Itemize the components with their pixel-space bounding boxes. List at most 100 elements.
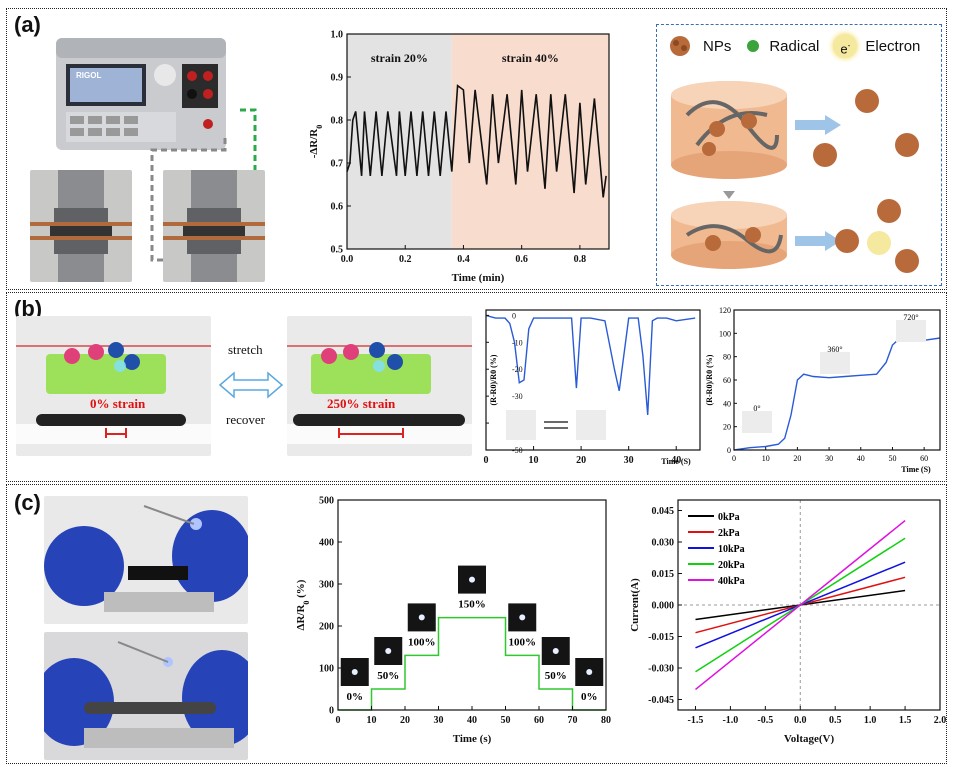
chart-b2-angle-label: 720° bbox=[903, 313, 918, 322]
chart-c1-xtick-label: 10 bbox=[367, 715, 377, 726]
chart-a-xtick-label: 0.2 bbox=[399, 254, 412, 265]
electron-icon: e- bbox=[833, 34, 858, 58]
chart-b1-series-line bbox=[485, 314, 696, 416]
chart-c1-xtick-label: 20 bbox=[400, 715, 410, 726]
chart-a-ytick-label: 1.0 bbox=[331, 30, 344, 41]
chart-b1-xtick-label: 40 bbox=[671, 455, 681, 466]
chart-c1-ytick-label: 100 bbox=[319, 664, 334, 675]
chart-b2-xtick-label: 60 bbox=[920, 454, 928, 463]
strain-label-left: 0% strain bbox=[90, 396, 146, 411]
chart-b1-ytick-label: -10 bbox=[512, 338, 523, 347]
chart-b2-ytick-label: 100 bbox=[719, 329, 731, 338]
strain-label-right: 250% strain bbox=[327, 396, 396, 411]
legend-nps-label: NPs bbox=[703, 37, 732, 55]
chart-c1-led-glow bbox=[351, 669, 358, 675]
chart-a-ytick-label: 0.8 bbox=[331, 116, 344, 127]
chart-c1-ylabel: ΔR/R0 (%) bbox=[295, 579, 311, 630]
led-photo-bottom bbox=[44, 632, 248, 760]
chart-b2-xtick-label: 40 bbox=[857, 454, 865, 463]
chart-c1-ytick-label: 300 bbox=[319, 580, 334, 591]
chart-c1-led-glow bbox=[469, 576, 475, 583]
chart-c1-led-glow bbox=[552, 648, 559, 654]
chart-c1-xtick-label: 60 bbox=[534, 715, 544, 726]
chart-c2-ytick-label: -0.015 bbox=[648, 632, 674, 643]
chart-a-strain-response: strain 20% strain 40% 0.0 0.2 0.4 0.6 0.8 0.5 0.… bbox=[308, 30, 610, 284]
chart-b1-xlabel: Time (S) bbox=[661, 457, 691, 466]
chart-c2-ytick-label: 0.015 bbox=[652, 569, 675, 580]
chart-c1-step-label: 150% bbox=[458, 599, 486, 611]
chart-c1-step-label: 50% bbox=[545, 670, 567, 682]
panel-a-label: (a) bbox=[14, 12, 41, 37]
chart-a-ylabel: -ΔR/R0 bbox=[308, 125, 324, 159]
chart-b2-inset-photo bbox=[896, 320, 926, 342]
chart-b1-xtick-label: 20 bbox=[576, 455, 586, 466]
chart-b2-xlabel: Time (S) bbox=[901, 465, 931, 474]
chart-a-series-line bbox=[346, 84, 607, 198]
chart-a-ytick-label: 0.7 bbox=[331, 159, 344, 170]
chart-c1-ytick-label: 200 bbox=[319, 622, 334, 633]
chart-c2-xtick-label: -1.0 bbox=[722, 715, 738, 726]
chart-b2-xtick-label: 30 bbox=[825, 454, 833, 463]
chart-b2-xtick-label: 0 bbox=[732, 454, 736, 463]
chart-b2-inset-photo bbox=[742, 411, 772, 433]
chart-c1-step-label: 100% bbox=[408, 636, 436, 648]
chart-c2-xtick-label: 1.0 bbox=[864, 715, 877, 726]
multimeter-photo: RIGOL bbox=[48, 24, 230, 154]
chart-a-xtick-label: 0.6 bbox=[515, 254, 528, 265]
chart-c2-legend-label: 40kPa bbox=[718, 576, 745, 587]
chart-b2-ytick-label: 40 bbox=[723, 399, 731, 408]
chart-c2-ytick-label: 0.045 bbox=[652, 506, 675, 517]
chart-a-region-0 bbox=[347, 34, 452, 249]
panel-c-label: (c) bbox=[14, 490, 41, 515]
chart-c2-ytick-label: -0.030 bbox=[648, 664, 674, 675]
chart-b1-inset-photo bbox=[576, 410, 606, 440]
chart-a-region-label: strain 40% bbox=[502, 51, 559, 65]
chart-c1-led-glow bbox=[586, 669, 593, 675]
chart-a-xtick-label: 0.4 bbox=[457, 254, 470, 265]
chart-b1-ytick-label: 0 bbox=[512, 311, 516, 320]
chart-b2-ylabel: (R-R0)/R0 (%) bbox=[705, 354, 714, 405]
led-photo-top bbox=[44, 496, 248, 624]
tensile-photo-left bbox=[30, 170, 132, 282]
chart-c1-step-label: 100% bbox=[509, 636, 537, 648]
chart-b2-ytick-label: 60 bbox=[723, 376, 731, 385]
chart-c1-xtick-label: 0 bbox=[336, 715, 341, 726]
chart-b2-inset-photo bbox=[820, 352, 850, 374]
chart-c2-xlabel: Voltage(V) bbox=[784, 733, 835, 745]
chart-c1-xtick-label: 50 bbox=[501, 715, 511, 726]
chart-c2-ylabel: Current(A) bbox=[629, 578, 641, 632]
chart-a-ytick-label: 0.9 bbox=[331, 73, 344, 84]
chart-c2-xtick-label: 2.0 bbox=[934, 715, 946, 726]
chart-a-axes-box bbox=[346, 33, 610, 250]
chart-c2-xtick-label: 0.0 bbox=[794, 715, 807, 726]
recover-label: recover bbox=[226, 412, 265, 427]
legend-radical-label: Radical bbox=[769, 37, 820, 55]
chart-b1-inset-arrow bbox=[544, 421, 568, 429]
chart-c1-xtick-label: 30 bbox=[434, 715, 444, 726]
chart-b2-ytick-label: 0 bbox=[727, 446, 731, 455]
circuit-photo-unstretched: 0% strain bbox=[16, 316, 211, 456]
chart-a-ytick-label: 0.6 bbox=[331, 202, 344, 213]
chart-c1-step-label: 50% bbox=[377, 670, 399, 682]
chart-b2-ytick-label: 120 bbox=[719, 306, 731, 315]
chart-c2-legend-label: 2kPa bbox=[718, 528, 740, 539]
meter-brand: RIGOL bbox=[76, 71, 102, 80]
chart-c2-ytick-label: 0.030 bbox=[652, 538, 675, 549]
chart-c1-xtick-label: 80 bbox=[601, 715, 611, 726]
chart-c2-legend-label: 0kPa bbox=[718, 512, 740, 523]
chart-b1-xtick-label: 0 bbox=[484, 455, 489, 466]
schematic-drawing bbox=[671, 81, 919, 273]
chart-c1-xtick-label: 70 bbox=[568, 715, 578, 726]
chart-b2-ytick-label: 80 bbox=[723, 353, 731, 362]
chart-c2-ytick-label: -0.045 bbox=[648, 695, 674, 706]
panel-c-frame bbox=[6, 484, 947, 764]
circuit-photo-stretched: 250% strain bbox=[287, 316, 472, 456]
chart-b1-ytick-label: -20 bbox=[512, 365, 523, 374]
chart-c1-xlabel: Time (s) bbox=[453, 733, 492, 745]
chart-c1-ytick-label: 0 bbox=[329, 706, 334, 717]
chart-a-xlabel: Time (min) bbox=[452, 272, 505, 284]
legend-electron-label: Electron bbox=[865, 37, 921, 55]
chart-b-twisting-response: 0 10 20 30 40 50 60 0 20 40 60 80 100 120 Time (S) (R-R… bbox=[705, 306, 941, 474]
chart-c1-led-glow bbox=[519, 614, 526, 621]
